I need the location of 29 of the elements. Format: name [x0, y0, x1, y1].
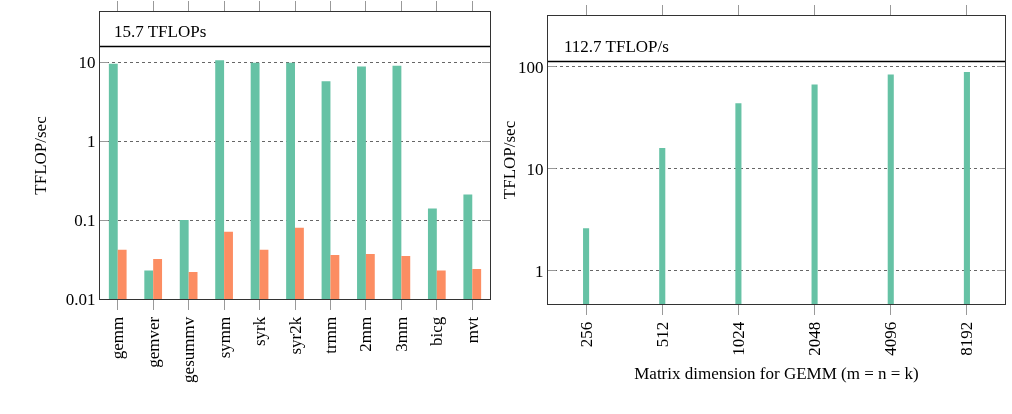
y-tick-label: 0.01 — [65, 289, 96, 309]
x-tick-label: syrk — [250, 316, 270, 347]
x-tick-label: 2mm — [356, 316, 376, 352]
y-tick-label: 1 — [87, 131, 96, 151]
y-axis-title: TFLOP/sec — [31, 115, 51, 195]
y-tick-label: 0.1 — [74, 210, 96, 230]
ref-line-label: 15.7 TFLOPs — [114, 22, 207, 41]
x-tick-label: 4096 — [881, 321, 901, 356]
x-tick-label: 1024 — [728, 321, 748, 356]
x-tick-label: gesummv — [179, 316, 199, 383]
x-tick-label: 2048 — [805, 321, 825, 356]
x-tick-label: bicg — [427, 316, 447, 347]
ref-line-label: 112.7 TFLOP/s — [564, 37, 669, 56]
x-tick-label: 3mm — [391, 316, 411, 352]
x-tick-label: symm — [214, 316, 234, 359]
y-tick-label: 10 — [526, 159, 544, 179]
x-tick-label: gemm — [108, 316, 128, 360]
y-tick-label: 1 — [535, 261, 544, 281]
x-tick-label: trmm — [320, 316, 340, 354]
y-tick-label: 100 — [518, 57, 544, 77]
y-axis-title: TFLOP/sec — [500, 120, 519, 200]
x-axis-title: Matrix dimension for GEMM (m = n = k) — [634, 364, 919, 384]
x-tick-label: 8192 — [957, 321, 977, 356]
x-tick-label: mvt — [462, 316, 482, 344]
x-tick-label: 512 — [652, 321, 672, 348]
x-tick-label: 256 — [576, 321, 596, 348]
y-tick-label: 10 — [78, 52, 96, 72]
x-tick-label: gemver — [143, 316, 163, 368]
x-tick-label: syr2k — [285, 316, 305, 355]
